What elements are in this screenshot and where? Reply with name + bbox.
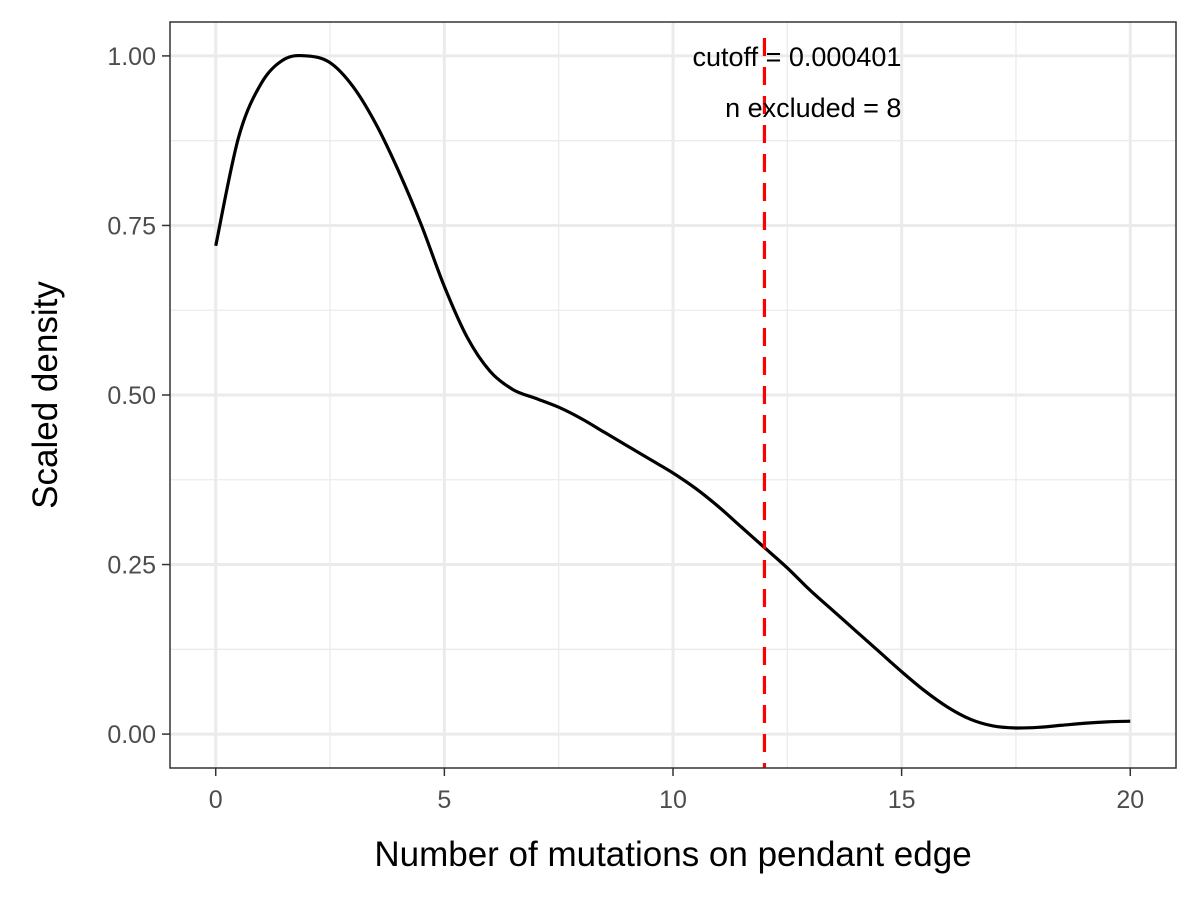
x-tick-label: 5 [437, 786, 451, 814]
y-tick-label: 0.75 [107, 212, 156, 240]
x-axis-ticks: 0 5 10 15 20 [209, 768, 1144, 814]
annotation-layer: cutoff = 0.000401 n excluded = 8 [693, 42, 902, 123]
x-tick-label: 0 [209, 786, 223, 814]
major-grid [170, 22, 1176, 768]
x-tick-label: 10 [659, 786, 687, 814]
y-axis-title: Scaled density [26, 281, 65, 509]
y-tick-label: 0.50 [107, 382, 156, 410]
x-tick-label: 15 [888, 786, 916, 814]
series-layer [214, 53, 1131, 730]
x-tick-label: 20 [1116, 786, 1144, 814]
y-tick-label: 1.00 [107, 43, 156, 71]
x-axis-title: Number of mutations on pendant edge [374, 835, 971, 874]
y-tick-label: 0.25 [107, 552, 156, 580]
y-axis-ticks: 0.00 0.25 0.50 0.75 1.00 [107, 43, 170, 749]
y-tick-label: 0.00 [107, 721, 156, 749]
annotation-1: n excluded = 8 [725, 93, 901, 123]
annotation-0: cutoff = 0.000401 [693, 42, 902, 72]
density-curve-0 [214, 53, 1131, 730]
